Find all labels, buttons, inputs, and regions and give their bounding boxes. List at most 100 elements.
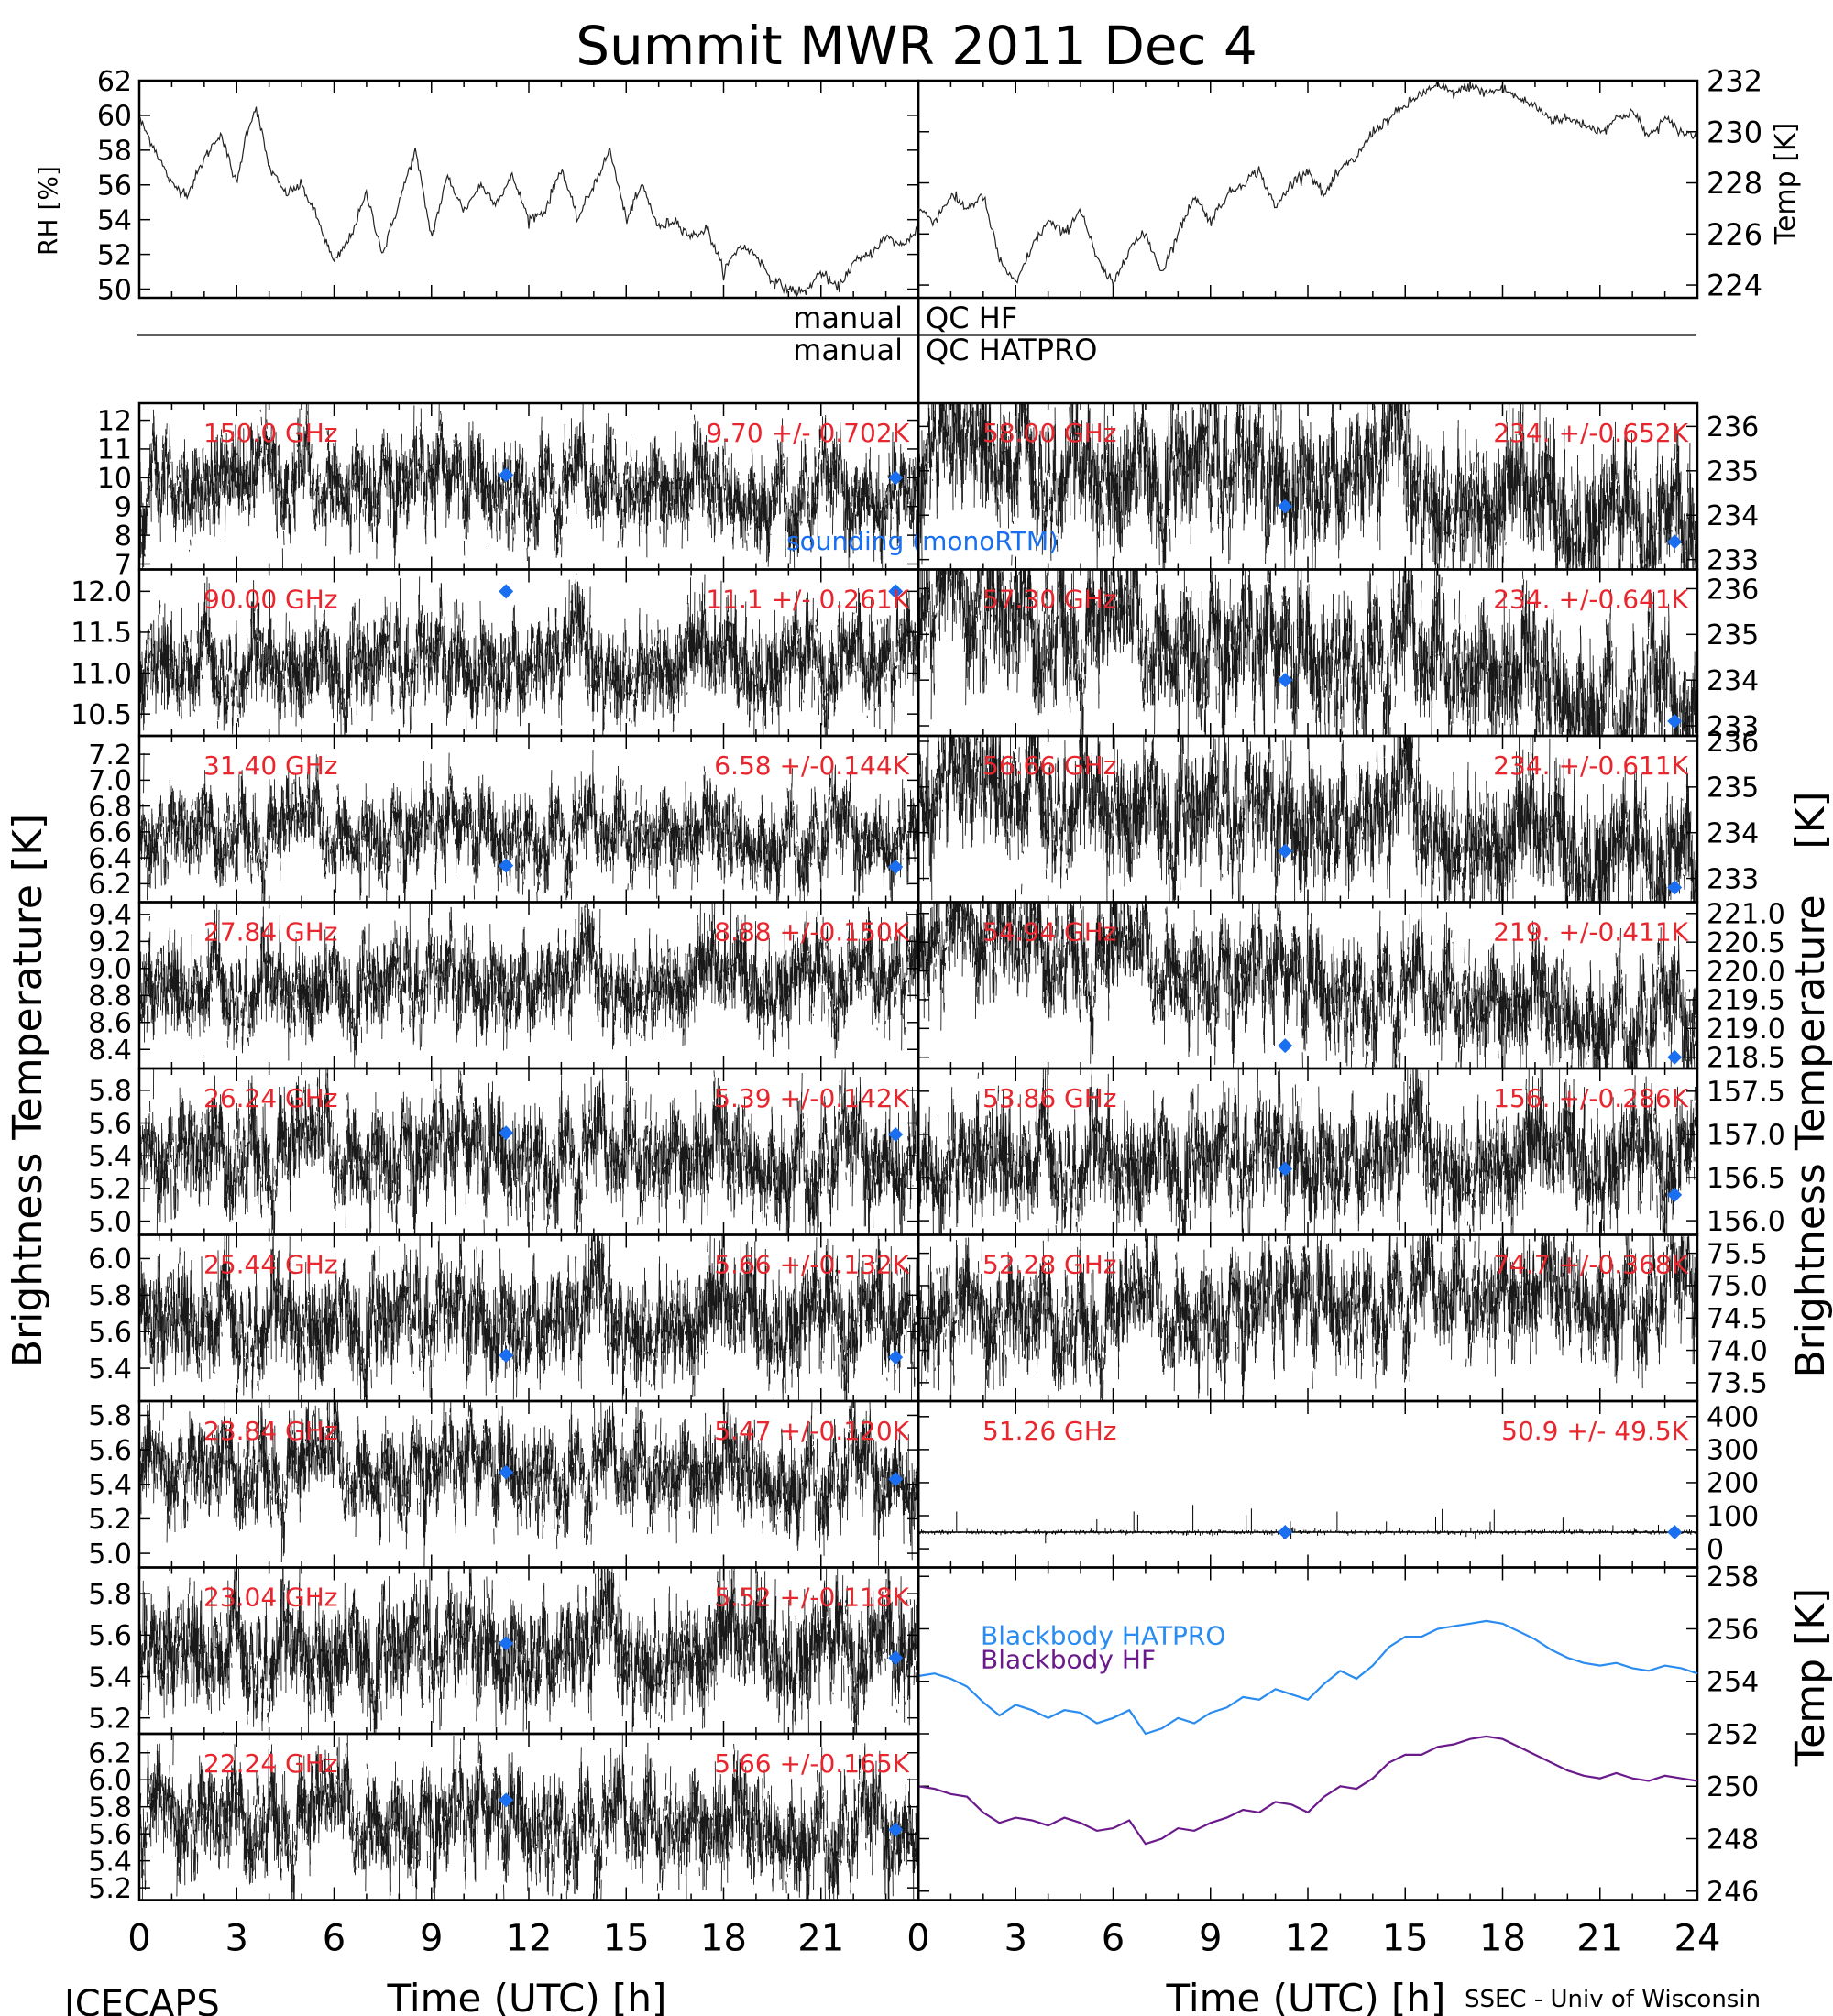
channel-stats: 6.58 +/-0.144K	[714, 751, 909, 781]
y-tick-label: 156.0	[1707, 1206, 1785, 1238]
channel-stats: 5.47 +/-0.120K	[714, 1416, 909, 1446]
y-tick-label: 75.5	[1707, 1238, 1768, 1270]
x-tick-label: 12	[506, 1918, 553, 1960]
y-tick-label: 235	[1707, 772, 1759, 805]
temp-trace	[917, 81, 1698, 286]
right-main-axis-label-lower: Brightness Temperature	[1787, 894, 1833, 1377]
noise-group	[139, 1234, 918, 1401]
channel-stats: 234. +/-0.611K	[1493, 751, 1688, 781]
y-tick-label: 56	[97, 170, 132, 203]
y-tick-label: 248	[1707, 1824, 1759, 1856]
rh-panel-frame	[137, 79, 920, 300]
x-tick-label: 6	[323, 1918, 346, 1960]
y-tick-label: 9	[115, 492, 132, 524]
channel-scatter	[139, 902, 918, 1068]
sounding-marker	[1667, 1525, 1683, 1540]
y-tick-label: 218.5	[1707, 1043, 1785, 1075]
channel-stats: 8.88 +/-0.150K	[714, 917, 909, 948]
y-tick-label: 62	[97, 66, 132, 98]
sounding-marker	[499, 584, 514, 599]
y-tick-label: 236	[1707, 727, 1759, 759]
y-tick-label: 228	[1707, 166, 1762, 201]
y-tick-label: 5.4	[88, 1661, 132, 1693]
blackbody-panel-frame	[916, 1566, 1699, 1901]
channel-scatter	[139, 1734, 918, 1901]
channel-stats: 219. +/-0.411K	[1493, 917, 1688, 948]
sounding-marker	[1278, 673, 1293, 688]
y-tick-label: 6.0	[88, 1765, 132, 1797]
channel-stats: 234. +/-0.652K	[1493, 418, 1688, 448]
channel-label: 52.28 GHz	[982, 1250, 1117, 1280]
channel-label: 27.84 GHz	[203, 917, 338, 948]
sounding-marker	[1667, 1049, 1683, 1065]
noise-group	[139, 403, 918, 570]
x-tick-label: 21	[797, 1918, 844, 1960]
y-tick-label: 12.0	[71, 576, 132, 608]
y-tick-label: 10.5	[71, 699, 132, 731]
y-tick-label: 256	[1707, 1614, 1759, 1646]
sounding-marker	[888, 1472, 904, 1487]
channel-stats: 9.70 +/- 0.702K	[706, 418, 909, 448]
channel-label: 31.40 GHz	[203, 751, 338, 781]
sounding-marker	[499, 858, 514, 873]
y-tick-label: 234	[1707, 500, 1759, 532]
y-tick-label: 5.0	[88, 1539, 132, 1571]
sounding-marker	[1667, 534, 1683, 550]
y-tick-label: 254	[1707, 1667, 1759, 1699]
channel-label: 26.24 GHz	[203, 1083, 338, 1113]
y-tick-label: 6.0	[88, 1244, 132, 1276]
noise-group	[139, 1567, 918, 1734]
sounding-marker	[499, 1348, 514, 1364]
channel-scatter	[139, 1567, 918, 1734]
y-tick-label: 9.4	[88, 900, 132, 932]
sounding-marker	[499, 467, 514, 483]
x-tick-label: 24	[1674, 1918, 1721, 1960]
y-tick-label: 5.4	[88, 1353, 132, 1386]
y-tick-label: 50	[97, 274, 132, 306]
y-tick-label: 235	[1707, 456, 1759, 488]
y-tick-label: 74.0	[1707, 1335, 1768, 1367]
y-tick-label: 258	[1707, 1561, 1759, 1594]
sounding-marker	[1667, 714, 1683, 729]
channel-label: 58.00 GHz	[982, 418, 1117, 448]
y-tick-label: 252	[1707, 1719, 1759, 1751]
sounding-marker	[1278, 499, 1293, 514]
y-tick-label: 5.6	[88, 1108, 132, 1140]
y-tick-label: 250	[1707, 1771, 1759, 1803]
y-tick-label: 200	[1707, 1468, 1759, 1500]
channel-label: 57.30 GHz	[982, 585, 1117, 615]
sounding-marker	[888, 1127, 904, 1143]
channel-stats: 5.52 +/-0.118K	[714, 1583, 909, 1613]
y-tick-label: 230	[1707, 115, 1762, 149]
y-tick-label: 5.6	[88, 1317, 132, 1349]
sounding-marker	[1667, 1187, 1683, 1202]
channel-label: 22.24 GHz	[203, 1748, 338, 1779]
x-tick-label: 0	[127, 1918, 150, 1960]
y-tick-label: 219.0	[1707, 1013, 1785, 1046]
y-tick-label: 5.2	[88, 1504, 132, 1536]
channel-label: 150.0 GHz	[203, 418, 338, 448]
temp-top-axis-label: Temp [K]	[1770, 123, 1802, 246]
sounding-marker	[499, 1464, 514, 1480]
y-tick-label: 6.4	[88, 843, 132, 875]
channel-scatter	[139, 1234, 918, 1401]
y-tick-label: 5.2	[88, 1704, 132, 1736]
channel-label: 51.26 GHz	[982, 1416, 1117, 1446]
y-tick-label: 8.4	[88, 1035, 132, 1067]
y-tick-label: 10	[97, 463, 132, 495]
noise-group	[139, 573, 918, 736]
channel-stats: 234. +/-0.641K	[1493, 585, 1688, 615]
channel-scatter	[918, 1505, 1697, 1544]
sounding-legend: sounding (monoRTM)	[786, 526, 1059, 556]
y-tick-label: 219.5	[1707, 985, 1785, 1017]
y-tick-label: 6.8	[88, 791, 132, 823]
y-tick-label: 6.6	[88, 817, 132, 849]
y-tick-label: 233	[1707, 711, 1759, 743]
noise-group	[139, 1401, 918, 1568]
legend-bb-hatpro: Blackbody HATPRO	[981, 1621, 1225, 1651]
temp-panel-frame	[916, 79, 1699, 300]
y-tick-label: 5.6	[88, 1435, 132, 1467]
x-tick-label: 21	[1576, 1918, 1623, 1960]
right-main-axis-label-upper: [K]	[1787, 791, 1833, 849]
